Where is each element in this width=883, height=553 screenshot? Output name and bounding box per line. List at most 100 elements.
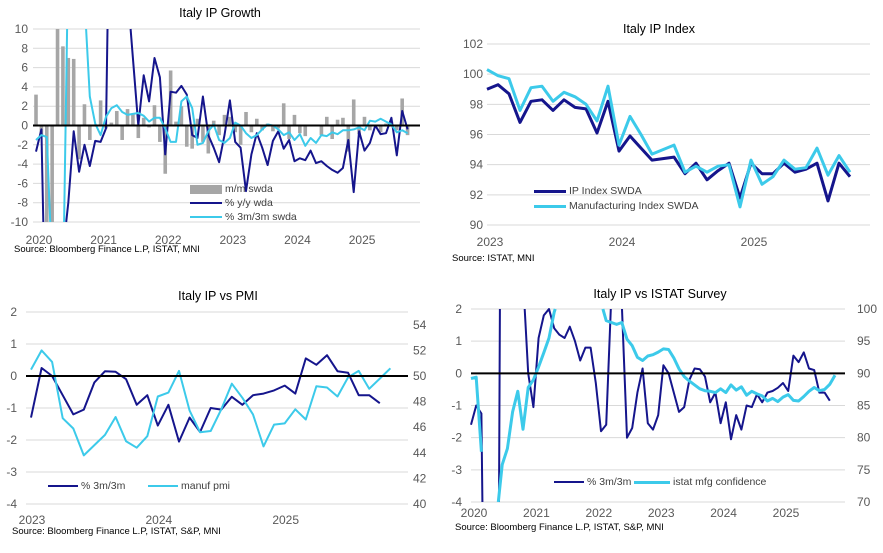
- legend-label: % 3m/3m swda: [225, 211, 297, 223]
- bar-m-m-swda: [303, 125, 308, 137]
- x-tick-label: 2021: [90, 233, 117, 247]
- bar-m-m-swda: [50, 125, 54, 222]
- chart-3-source: Source: Bloomberg Finance L.P, ISTAT, S&…: [12, 526, 221, 537]
- bar-m-m-swda: [254, 118, 259, 126]
- bar-m-m-swda: [222, 114, 227, 126]
- x-tick-label: 2024: [284, 233, 311, 247]
- bar-m-m-swda: [249, 125, 254, 133]
- y2-tick-label: 48: [413, 395, 427, 409]
- bar-m-m-swda: [394, 125, 399, 131]
- chart-2: 102 100 98 96 94 92 90 2023 2024 2025: [463, 37, 870, 249]
- bar-m-m-swda: [190, 125, 194, 149]
- bar-m-m-swda: [131, 113, 135, 126]
- chart-1-legend-mm: m/m swda: [190, 183, 273, 195]
- x-tick-label: 2020: [461, 506, 488, 520]
- y-tick-label: -3: [451, 463, 462, 477]
- bar-m-m-swda: [120, 125, 124, 140]
- bar-m-m-swda: [324, 116, 329, 126]
- y2-tick-label: 50: [413, 369, 427, 383]
- chart-4-legend-istat: istat mfg confidence: [634, 476, 766, 488]
- bar-m-m-swda: [368, 125, 372, 131]
- y-tick-label: -1: [6, 401, 17, 415]
- bar-m-m-swda: [346, 125, 351, 152]
- plot-area: [34, 28, 410, 223]
- legend-label: IP Index SWDA: [569, 185, 642, 197]
- chart-3-legend-pmi: manuf pmi: [148, 480, 230, 492]
- plot-area: [470, 308, 837, 503]
- x-tick-label: 2025: [349, 233, 376, 247]
- legend-swatch-line: [534, 204, 566, 208]
- bar-m-m-swda: [44, 125, 49, 222]
- bar-m-m-swda: [238, 125, 243, 145]
- bar-m-m-swda: [217, 125, 221, 136]
- x-tick-label: 2023: [19, 513, 46, 527]
- chart-1-title: Italy IP Growth: [179, 6, 261, 20]
- bar-m-m-swda: [109, 122, 114, 126]
- series-line--y-y-wda: [35, 28, 409, 223]
- y2-tick-label: 40: [413, 497, 427, 511]
- x-tick-label: 2023: [648, 506, 675, 520]
- legend-swatch-line: [534, 189, 566, 193]
- bar-m-m-swda: [281, 103, 286, 126]
- legend-swatch-line: [190, 202, 222, 204]
- legend-label: % y/y wda: [225, 197, 273, 209]
- y-tick-label: 96: [470, 128, 484, 142]
- bar-m-m-swda: [378, 125, 383, 133]
- bar-m-m-swda: [335, 119, 340, 126]
- bar-m-m-swda: [98, 100, 103, 126]
- y2-tick-label: 52: [413, 343, 427, 357]
- y-tick-label: 98: [470, 97, 484, 111]
- bar-m-m-swda: [114, 111, 119, 126]
- bar-m-m-swda: [351, 99, 356, 126]
- chart-3-legend-ip: % 3m/3m: [48, 480, 125, 492]
- chart-4-legend-ip: % 3m/3m: [554, 476, 631, 488]
- bar-m-m-swda: [228, 116, 232, 126]
- y-tick-label: -2: [451, 431, 462, 445]
- bar-m-m-swda: [292, 114, 297, 126]
- bar-m-m-swda: [152, 105, 157, 126]
- y-tick-label: 1: [455, 334, 462, 348]
- y2-tick-label: 75: [857, 463, 871, 477]
- legend-swatch-line: [148, 485, 178, 487]
- y-tick-label: 2: [10, 305, 17, 319]
- y-tick-label: 94: [470, 158, 484, 172]
- y-tick-label: -1: [451, 399, 462, 413]
- legend-label: istat mfg confidence: [673, 476, 767, 488]
- y-tick-label: 0: [455, 366, 462, 380]
- bar-m-m-swda: [195, 118, 200, 126]
- bar-m-m-swda: [71, 58, 76, 126]
- bar-m-m-swda: [82, 104, 87, 126]
- series-line-manufacturing-index-swda: [486, 68, 852, 209]
- bar-m-m-swda: [88, 125, 92, 140]
- bar-m-m-swda: [233, 125, 238, 133]
- x-tick-label: 2023: [220, 233, 247, 247]
- chart-1-legend-yy: % y/y wda: [190, 197, 273, 209]
- x-tick-label: 2025: [272, 513, 299, 527]
- legend-label: manuf pmi: [181, 480, 231, 492]
- y-tick-label: 0: [21, 119, 28, 133]
- series-line--3m-3m: [30, 354, 381, 443]
- bar-m-m-swda: [276, 125, 281, 129]
- legend-swatch-line: [48, 485, 78, 487]
- legend-swatch-bar: [190, 184, 222, 194]
- chart-4-title: Italy IP vs ISTAT Survey: [593, 287, 727, 301]
- y-tick-label: 90: [470, 218, 484, 232]
- x-tick-label: 2023: [477, 235, 504, 249]
- bar-m-m-swda: [179, 106, 184, 126]
- bar-m-m-swda: [298, 125, 302, 134]
- legend-label: % 3m/3m: [587, 476, 632, 488]
- chart-2-source: Source: ISTAT, MNI: [452, 253, 535, 264]
- bar-m-m-swda: [271, 125, 275, 132]
- y-tick-label: -4: [6, 497, 17, 511]
- y2-tick-label: 42: [413, 471, 427, 485]
- legend-label: m/m swda: [225, 183, 273, 195]
- x-tick-label: 2025: [773, 506, 800, 520]
- y-tick-label: 1: [10, 337, 17, 351]
- bar-m-m-swda: [125, 109, 130, 126]
- bar-m-m-swda: [77, 125, 81, 160]
- bar-m-m-swda: [357, 125, 361, 135]
- chart-2-title: Italy IP Index: [622, 22, 696, 36]
- x-tick-label: 2024: [710, 506, 737, 520]
- y-tick-label: -2: [17, 138, 28, 152]
